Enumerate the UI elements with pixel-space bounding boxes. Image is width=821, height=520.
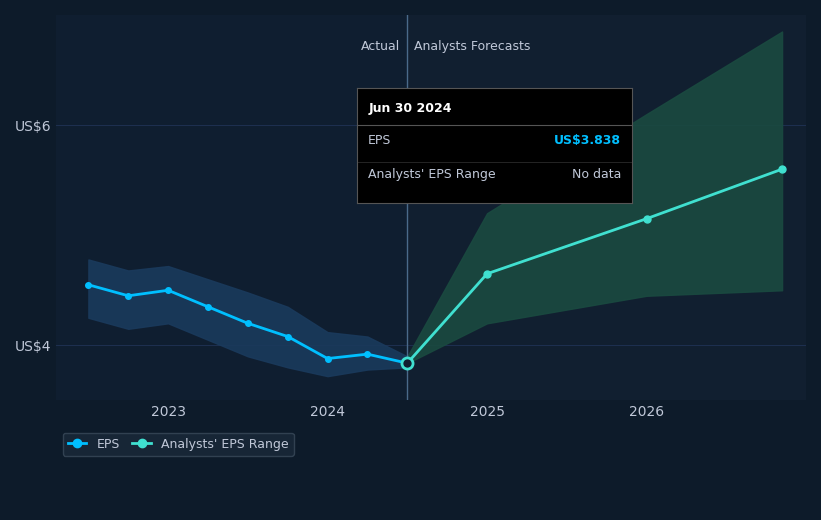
Text: No data: No data — [571, 168, 621, 181]
Text: Actual: Actual — [361, 40, 401, 53]
Text: Analysts Forecasts: Analysts Forecasts — [415, 40, 530, 53]
Text: EPS: EPS — [368, 134, 392, 147]
Text: Jun 30 2024: Jun 30 2024 — [368, 102, 452, 115]
Legend: EPS, Analysts' EPS Range: EPS, Analysts' EPS Range — [62, 433, 294, 456]
Bar — [57, 15, 407, 400]
Text: Analysts' EPS Range: Analysts' EPS Range — [368, 168, 496, 181]
Text: US$3.838: US$3.838 — [554, 134, 621, 147]
